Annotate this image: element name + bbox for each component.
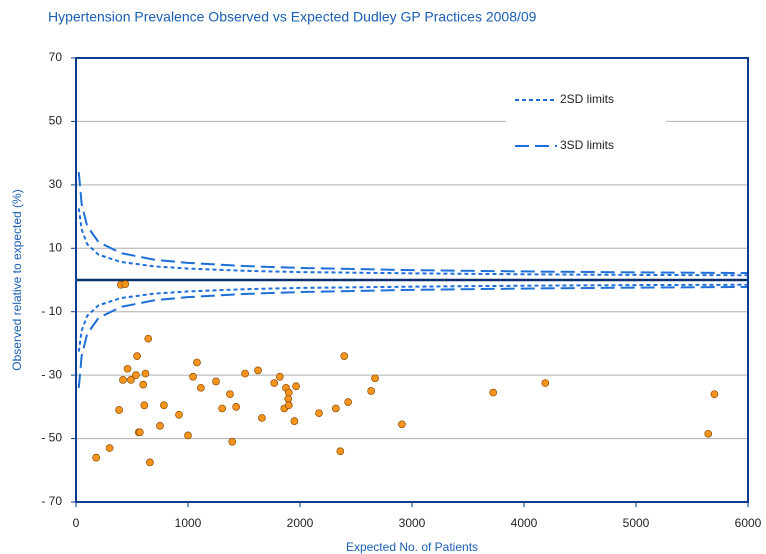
data-point xyxy=(228,437,237,446)
data-point xyxy=(292,382,300,391)
legend-box xyxy=(506,84,666,166)
x-tick-label: 3000 xyxy=(399,516,426,530)
legend-label: 2SD limits xyxy=(560,92,614,106)
x-tick-label: 2000 xyxy=(287,516,314,530)
y-tick-label: - 50 xyxy=(41,431,62,445)
data-point xyxy=(140,401,149,410)
data-point xyxy=(146,458,154,467)
data-point xyxy=(160,401,168,410)
data-point xyxy=(135,428,144,437)
data-point xyxy=(141,369,150,378)
plot-border xyxy=(75,57,749,503)
data-point xyxy=(371,374,379,383)
data-point xyxy=(92,453,101,462)
data-point xyxy=(189,372,197,381)
y-tick-label: - 10 xyxy=(41,304,62,318)
x-tick-label: 4000 xyxy=(511,516,538,530)
data-point xyxy=(226,390,234,399)
data-point xyxy=(315,409,323,418)
limit-line xyxy=(77,283,749,352)
data-point xyxy=(133,352,141,360)
data-point xyxy=(156,422,164,430)
limit-line xyxy=(77,172,749,275)
data-point xyxy=(344,398,353,406)
x-tick-label: 5000 xyxy=(623,516,650,530)
data-point xyxy=(340,352,349,360)
y-tick-label: 50 xyxy=(49,114,63,128)
data-point xyxy=(284,401,293,410)
data-point xyxy=(284,388,293,397)
data-point xyxy=(284,395,293,403)
data-point xyxy=(331,404,340,413)
limit-line xyxy=(77,208,749,277)
data-point xyxy=(218,404,227,413)
data-point xyxy=(270,379,279,387)
y-tick-label: - 70 xyxy=(41,494,62,508)
data-point xyxy=(275,372,284,381)
data-point xyxy=(398,420,406,429)
x-tick-label: 6000 xyxy=(735,516,762,530)
data-point xyxy=(184,431,192,440)
data-point xyxy=(489,388,498,397)
limit-line xyxy=(77,285,749,388)
y-tick-label: - 30 xyxy=(41,367,62,381)
data-point xyxy=(105,444,114,452)
data-point xyxy=(127,376,135,384)
x-tick-label: 1000 xyxy=(175,516,202,530)
data-point xyxy=(193,358,201,367)
data-point xyxy=(241,369,249,378)
data-point xyxy=(290,417,299,425)
data-point xyxy=(139,380,148,389)
data-point xyxy=(254,366,262,375)
chart-title: Hypertension Prevalence Observed vs Expe… xyxy=(48,9,537,25)
y-tick-label: 70 xyxy=(49,50,63,64)
data-point xyxy=(123,364,132,373)
data-point xyxy=(175,410,183,419)
data-point xyxy=(115,406,123,414)
data-point xyxy=(212,377,220,386)
x-tick-label: 0 xyxy=(73,516,80,530)
y-axis-label: Observed relative to expected (%) xyxy=(10,189,24,370)
legend-label: 3SD limits xyxy=(560,138,614,152)
data-point xyxy=(132,371,140,379)
data-point xyxy=(704,429,713,438)
data-point xyxy=(541,379,550,387)
data-point xyxy=(119,376,127,384)
data-point xyxy=(121,280,130,288)
data-point xyxy=(197,383,205,392)
data-point xyxy=(232,403,241,411)
x-axis-label: Expected No. of Patients xyxy=(346,540,478,554)
data-point xyxy=(144,334,153,343)
y-tick-label: 10 xyxy=(49,240,63,254)
data-point xyxy=(367,387,375,395)
data-point xyxy=(336,447,345,456)
data-point xyxy=(710,390,719,399)
y-tick-label: 30 xyxy=(49,177,63,191)
data-point xyxy=(258,414,266,422)
